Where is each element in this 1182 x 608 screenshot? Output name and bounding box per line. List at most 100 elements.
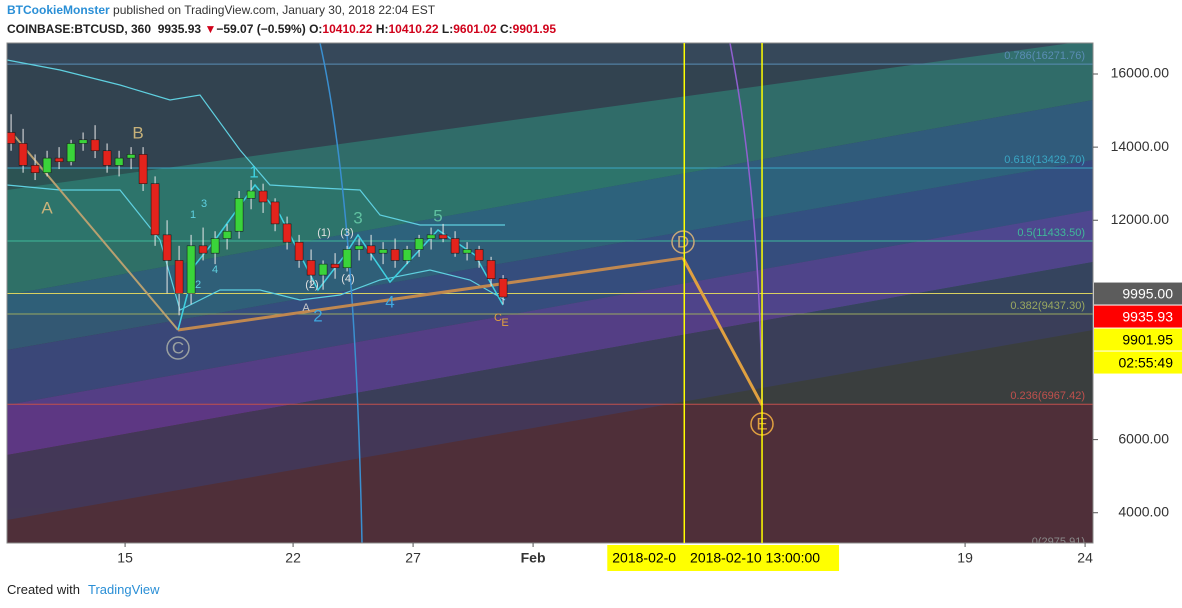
candle-body bbox=[498, 278, 508, 298]
annotation: B bbox=[132, 123, 143, 142]
symbol: COINBASE:BTCUSD, 360 bbox=[7, 22, 152, 36]
countdown-box bbox=[1094, 351, 1182, 374]
fib-label: 0.382(9437.30) bbox=[1010, 300, 1085, 312]
date-marker-label: 2018-02-10 13:00:00 bbox=[690, 550, 820, 566]
arc bbox=[729, 43, 763, 406]
candle-body bbox=[114, 157, 124, 166]
chart: 0.786(16271.76) 0.618(13429.70) 0.5(11433.… bbox=[6, 42, 1182, 571]
candle-body bbox=[426, 234, 436, 239]
countdown: 02:55:49 bbox=[1119, 354, 1174, 370]
channel-band bbox=[7, 100, 1093, 350]
fib-lines: 0.786(16271.76) 0.618(13429.70) 0.5(11433.… bbox=[7, 50, 1093, 548]
plot-border bbox=[6, 42, 1094, 544]
footer: Created with TradingView bbox=[7, 582, 160, 597]
header-line: BTCookieMonster published on TradingView… bbox=[7, 3, 435, 17]
candle-body bbox=[438, 234, 448, 239]
candle-body bbox=[462, 249, 472, 254]
candle-body bbox=[342, 249, 352, 269]
fib-label: 0.236(6967.42) bbox=[1010, 390, 1085, 402]
candle-body bbox=[7, 132, 16, 144]
annotation: 3 bbox=[353, 208, 362, 227]
price-label: 9901.95 bbox=[1122, 331, 1173, 347]
channel bbox=[7, 43, 1093, 520]
change: −59.07 (−0.59%) bbox=[216, 22, 306, 36]
low: 9601.02 bbox=[453, 22, 497, 36]
quote-line: COINBASE:BTCUSD, 360 9935.93 ▼−59.07 (−0… bbox=[7, 22, 556, 36]
candle-body bbox=[246, 190, 256, 199]
candle-body bbox=[474, 249, 484, 261]
channel-band bbox=[7, 262, 1093, 520]
candle-body bbox=[174, 260, 184, 294]
candle-body bbox=[270, 201, 280, 225]
candle-body bbox=[222, 230, 232, 239]
candle-body bbox=[78, 139, 88, 144]
price-label-box bbox=[1094, 305, 1182, 328]
annotation: 3 bbox=[201, 198, 207, 210]
annotation: 4 bbox=[385, 292, 394, 311]
candle-body bbox=[66, 143, 76, 162]
annotation: 2 bbox=[195, 279, 201, 291]
annotation: (4) bbox=[341, 273, 354, 285]
arrow: ▼ bbox=[204, 22, 217, 36]
candle-body bbox=[306, 260, 316, 276]
band-upper bbox=[7, 59, 505, 226]
annotation: 1 bbox=[249, 162, 258, 181]
author[interactable]: BTCookieMonster bbox=[7, 3, 110, 17]
wave-line bbox=[11, 132, 179, 331]
candle-body bbox=[90, 139, 100, 152]
published: published on TradingView.com, January 30… bbox=[113, 3, 436, 17]
candle-body bbox=[366, 245, 376, 254]
candle-body bbox=[258, 190, 268, 203]
candle-body bbox=[210, 238, 220, 254]
candle-body bbox=[378, 249, 388, 254]
candle-body bbox=[390, 249, 400, 261]
overlays bbox=[7, 43, 764, 543]
annotation: 4 bbox=[212, 264, 218, 276]
annotation: (1) bbox=[317, 227, 330, 239]
channel-band bbox=[7, 43, 1093, 295]
candle-body bbox=[486, 260, 496, 279]
candle-body bbox=[354, 245, 364, 250]
wave-line bbox=[177, 256, 684, 332]
candle-body bbox=[162, 234, 172, 261]
high: 10410.22 bbox=[388, 22, 439, 36]
x-tick-label: 22 bbox=[285, 550, 301, 566]
candle-body bbox=[186, 245, 196, 294]
candle-body bbox=[282, 223, 292, 243]
open: 10410.22 bbox=[322, 22, 373, 36]
arc bbox=[319, 43, 363, 543]
last: 9935.93 bbox=[157, 22, 202, 36]
fib-label: 0.786(16271.76) bbox=[1004, 50, 1085, 62]
brand[interactable]: TradingView bbox=[87, 582, 160, 597]
band-lower bbox=[7, 184, 506, 311]
y-tick-label: 14000.00 bbox=[1111, 138, 1170, 154]
price-label-box bbox=[1094, 328, 1182, 351]
fib-label: 0(2975.91) bbox=[1032, 536, 1085, 548]
annotation: (2) bbox=[305, 279, 318, 291]
x-tick-label: Feb bbox=[521, 550, 546, 566]
annotation: C bbox=[494, 312, 502, 324]
y-tick-label: 6000.00 bbox=[1118, 430, 1169, 446]
channel-band bbox=[7, 160, 1093, 405]
annotation-circle bbox=[671, 230, 695, 254]
candle-body bbox=[18, 143, 28, 166]
candle-body bbox=[402, 249, 412, 261]
annotation: A bbox=[302, 302, 310, 314]
close: 9901.95 bbox=[512, 22, 557, 36]
date-marker-box bbox=[685, 545, 840, 571]
price-label-box bbox=[1094, 282, 1182, 305]
x-tick-label: 15 bbox=[117, 550, 133, 566]
o-label: O: bbox=[309, 22, 323, 36]
x-tick-label: 19 bbox=[957, 550, 973, 566]
candle-body bbox=[234, 198, 244, 232]
candle-body bbox=[330, 263, 340, 269]
channel-band bbox=[7, 210, 1093, 455]
candle-body bbox=[54, 157, 64, 162]
fib-zone bbox=[7, 43, 1093, 65]
created: Created with bbox=[7, 582, 80, 597]
candle-body bbox=[450, 238, 460, 254]
axes: 16000.0014000.0012000.006000.004000.0015… bbox=[117, 65, 1182, 571]
candle-body bbox=[318, 263, 328, 276]
y-tick-label: 4000.00 bbox=[1118, 503, 1169, 519]
